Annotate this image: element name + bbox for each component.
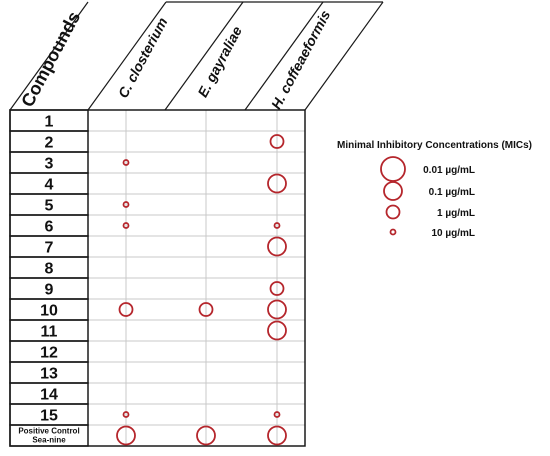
row-label-3: 3 <box>45 156 54 173</box>
legend-marker-1-g-ml <box>385 204 401 220</box>
compounds-header: Compounds <box>17 8 84 110</box>
row-label-5: 5 <box>45 198 54 215</box>
row-label-7: 7 <box>45 240 54 257</box>
row-label-1: 1 <box>45 114 54 131</box>
column-header-h-coffeaeformis: H. coffeaeformis <box>268 7 334 111</box>
legend-title: Minimal Inhibitory Concentrations (MICs) <box>337 140 532 151</box>
mic-marker-7-h-coffeaeformis <box>267 236 287 257</box>
column-header-c-closterium: C. closterium <box>115 15 171 101</box>
mic-marker-4-h-coffeaeformis <box>267 173 287 194</box>
row-label-14: 14 <box>40 387 58 404</box>
header-separator <box>164 1 244 111</box>
row-label-15: 15 <box>40 408 58 425</box>
row-label-12: 12 <box>40 345 58 362</box>
row-label-9: 9 <box>45 282 54 299</box>
mic-marker-11-h-coffeaeformis <box>267 320 287 341</box>
table-frame <box>9 1 384 447</box>
mic-marker-6-h-coffeaeformis <box>273 222 281 229</box>
row-label-4: 4 <box>45 177 54 194</box>
header-separator <box>87 1 167 111</box>
legend: Minimal Inhibitory Concentrations (MICs)… <box>337 140 532 239</box>
mic-marker-positive-control-sea-nine-h-coffeaeformis <box>267 425 287 446</box>
legend-label-0-01-g-ml: 0.01 µg/mL <box>423 165 475 176</box>
mic-marker-3-c-closterium <box>122 159 130 166</box>
mic-marker-9-h-coffeaeformis <box>269 281 285 296</box>
mic-marker-positive-control-sea-nine-c-closterium <box>116 425 136 446</box>
legend-marker-0-01-g-ml <box>380 156 406 182</box>
mic-marker-5-c-closterium <box>122 201 130 208</box>
mic-markers <box>116 134 287 446</box>
legend-marker-0-1-g-ml <box>383 181 403 201</box>
row-label-6: 6 <box>45 219 54 236</box>
mic-marker-10-h-coffeaeformis <box>267 299 287 320</box>
legend-label-0-1-g-ml: 0.1 µg/mL <box>429 187 475 198</box>
table-border <box>9 109 306 447</box>
legend-marker-10-g-ml <box>389 228 397 236</box>
mic-marker-6-c-closterium <box>122 222 130 229</box>
row-label-8: 8 <box>45 261 54 278</box>
legend-label-10-g-ml: 10 µg/mL <box>431 228 475 239</box>
mic-marker-15-h-coffeaeformis <box>273 411 281 418</box>
mic-marker-2-h-coffeaeformis <box>269 134 285 149</box>
header-separator <box>244 1 324 111</box>
row-label-10: 10 <box>40 303 58 320</box>
mic-marker-15-c-closterium <box>122 411 130 418</box>
row-label-2: 2 <box>45 135 54 152</box>
mic-marker-10-c-closterium <box>118 302 134 317</box>
grid-lines <box>88 110 305 446</box>
mic-marker-positive-control-sea-nine-e-gayraliae <box>196 425 216 446</box>
row-label-11: 11 <box>41 324 58 341</box>
row-label-13: 13 <box>40 366 58 383</box>
header-separator <box>9 1 89 111</box>
mic-marker-10-e-gayraliae <box>198 302 214 317</box>
row-label-positive-control-sea-nine: Positive Control Sea-nine <box>18 427 79 445</box>
header-separator <box>304 1 384 111</box>
legend-label-1-g-ml: 1 µg/mL <box>437 208 475 219</box>
